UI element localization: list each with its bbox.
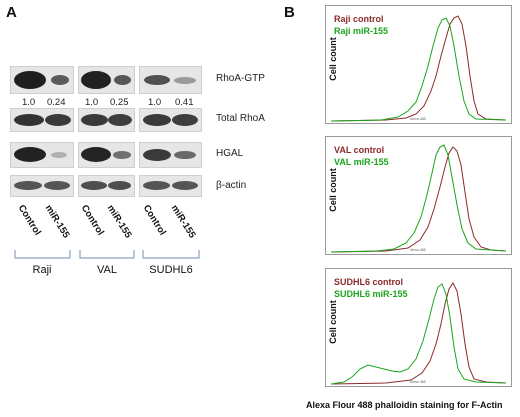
x-axis-small-val: Alexa 488 [410, 248, 426, 252]
panel-b-letter: B [284, 4, 295, 21]
histogram-val-ylabel: Cell count [328, 168, 338, 212]
histogram-raji-control-curve [330, 15, 507, 122]
band [14, 71, 46, 89]
histogram-val-plot [330, 144, 507, 253]
band [143, 149, 171, 161]
blot-val-total-rhoa [78, 108, 135, 132]
ratio-val-mir: 0.25 [110, 97, 129, 108]
band [113, 151, 131, 159]
histogram-raji-plot [330, 15, 507, 122]
band [51, 75, 69, 85]
bracket-sudhl6 [142, 250, 200, 259]
blot-val-beta-actin [78, 175, 135, 197]
blot-raji-beta-actin [10, 175, 74, 197]
blot-sudhl6-hgal [139, 142, 202, 168]
legend-sudhl6-control: SUDHL6 control [334, 277, 404, 287]
histogram-sudhl6: Cell count SUDHL6 control SUDHL6 miR-155… [325, 268, 512, 387]
histogram-sudhl6-mir-curve [330, 283, 507, 385]
band [143, 114, 171, 126]
ratio-val-control: 1.0 [85, 97, 99, 108]
band [14, 114, 44, 126]
band [81, 71, 111, 89]
histogram-sudhl6-plot [330, 282, 507, 385]
band [174, 151, 196, 159]
x-axis-small-raji: Alexa 488 [410, 117, 426, 121]
band [144, 75, 170, 85]
blot-val-hgal [78, 142, 135, 168]
band-label-rhoa-gtp: RhoA-GTP [216, 73, 265, 84]
histogram-raji: Cell count Raji control Raji miR-155 Ale… [325, 5, 512, 124]
legend-val-control: VAL control [334, 145, 385, 155]
band [172, 114, 198, 126]
group-label-val: VAL [97, 264, 117, 276]
band [14, 147, 46, 162]
histogram-sudhl6-control-curve [330, 282, 507, 385]
blot-sudhl6-rhoa-gtp [139, 66, 202, 94]
band [114, 75, 131, 85]
histogram-raji-ylabel: Cell count [328, 37, 338, 81]
histogram-sudhl6-ylabel: Cell count [328, 300, 338, 344]
band [45, 114, 71, 126]
band [81, 181, 107, 190]
band [108, 181, 131, 190]
bracket-raji [14, 250, 71, 259]
blot-raji-rhoa-gtp [10, 66, 74, 94]
legend-raji-control: Raji control [334, 14, 384, 24]
band-label-beta-actin: β-actin [216, 180, 247, 191]
group-label-sudhl6: SUDHL6 [149, 264, 193, 276]
band [174, 77, 196, 84]
x-axis-small-sudhl6: Alexa 488 [410, 380, 426, 384]
band [143, 181, 170, 190]
band-label-hgal: HGAL [216, 148, 244, 159]
legend-sudhl6-mir: SUDHL6 miR-155 [334, 289, 408, 299]
band [51, 152, 67, 158]
panel-b-x-title: Alexa Flour 488 phalloidin staining for … [306, 400, 503, 410]
bracket-val [79, 250, 135, 259]
band [14, 181, 42, 190]
band [81, 147, 111, 162]
ratio-raji-control: 1.0 [22, 97, 36, 108]
ratio-sudhl6-control: 1.0 [148, 97, 162, 108]
blot-val-rhoa-gtp [78, 66, 135, 94]
band [44, 181, 70, 190]
blot-raji-total-rhoa [10, 108, 74, 132]
band [108, 114, 132, 126]
histogram-raji-mir-curve [330, 17, 507, 122]
ratio-sudhl6-mir: 0.41 [175, 97, 194, 108]
band-label-total-rhoa: Total RhoA [216, 113, 265, 124]
legend-raji-mir: Raji miR-155 [334, 26, 389, 36]
histogram-val: Cell count VAL control VAL miR-155 Alexa… [325, 136, 512, 255]
histogram-val-mir-curve [330, 144, 507, 253]
group-label-raji: Raji [32, 264, 52, 276]
histogram-val-control-curve [330, 146, 507, 253]
ratio-raji-mir: 0.24 [47, 97, 66, 108]
band [81, 114, 108, 126]
band [172, 181, 198, 190]
blot-sudhl6-beta-actin [139, 175, 202, 197]
blot-sudhl6-total-rhoa [139, 108, 202, 132]
blot-raji-hgal [10, 142, 74, 168]
panel-a-letter: A [6, 4, 17, 21]
legend-val-mir: VAL miR-155 [334, 157, 389, 167]
